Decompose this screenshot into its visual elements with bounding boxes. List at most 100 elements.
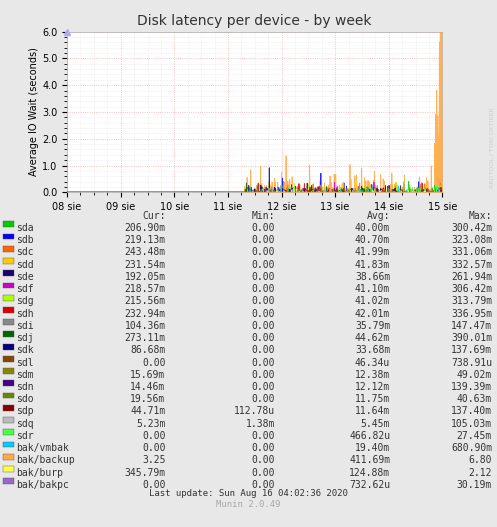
Text: 41.10m: 41.10m [355, 284, 390, 294]
Text: sdi: sdi [16, 321, 34, 331]
Text: 0.00: 0.00 [252, 260, 275, 270]
Text: 0.00: 0.00 [252, 284, 275, 294]
Text: 19.56m: 19.56m [130, 394, 166, 404]
Text: 1.38m: 1.38m [246, 418, 275, 428]
Text: 332.57m: 332.57m [451, 260, 492, 270]
Text: 206.90m: 206.90m [124, 223, 166, 233]
Text: 0.00: 0.00 [252, 443, 275, 453]
Text: 0.00: 0.00 [252, 431, 275, 441]
Text: sde: sde [16, 272, 34, 282]
Text: 11.75m: 11.75m [355, 394, 390, 404]
Text: 313.79m: 313.79m [451, 296, 492, 306]
Text: Avg:: Avg: [367, 211, 390, 221]
Text: 38.66m: 38.66m [355, 272, 390, 282]
Text: 147.47m: 147.47m [451, 321, 492, 331]
Text: 331.06m: 331.06m [451, 248, 492, 258]
Text: sdg: sdg [16, 296, 34, 306]
Text: 390.01m: 390.01m [451, 333, 492, 343]
Text: 112.78u: 112.78u [234, 406, 275, 416]
Text: 3.25: 3.25 [142, 455, 166, 465]
Text: bak/bakpc: bak/bakpc [16, 480, 69, 490]
Text: 12.12m: 12.12m [355, 382, 390, 392]
Text: 0.00: 0.00 [252, 235, 275, 245]
Text: 11.64m: 11.64m [355, 406, 390, 416]
Text: 0.00: 0.00 [252, 394, 275, 404]
Text: 323.08m: 323.08m [451, 235, 492, 245]
Text: 5.45m: 5.45m [361, 418, 390, 428]
Text: 0.00: 0.00 [252, 370, 275, 380]
Text: sda: sda [16, 223, 34, 233]
Text: 41.02m: 41.02m [355, 296, 390, 306]
Text: 86.68m: 86.68m [130, 345, 166, 355]
Text: sdp: sdp [16, 406, 34, 416]
Text: 0.00: 0.00 [252, 309, 275, 319]
Text: 273.11m: 273.11m [124, 333, 166, 343]
Text: sdj: sdj [16, 333, 34, 343]
Text: 41.99m: 41.99m [355, 248, 390, 258]
Text: 105.03m: 105.03m [451, 418, 492, 428]
Text: 0.00: 0.00 [252, 333, 275, 343]
Text: 192.05m: 192.05m [124, 272, 166, 282]
Text: 0.00: 0.00 [252, 223, 275, 233]
Text: 261.94m: 261.94m [451, 272, 492, 282]
Text: 14.46m: 14.46m [130, 382, 166, 392]
Text: 49.02m: 49.02m [457, 370, 492, 380]
Text: 137.69m: 137.69m [451, 345, 492, 355]
Text: 0.00: 0.00 [252, 480, 275, 490]
Text: 306.42m: 306.42m [451, 284, 492, 294]
Text: 0.00: 0.00 [252, 345, 275, 355]
Text: 466.82u: 466.82u [349, 431, 390, 441]
Text: bak/vmbak: bak/vmbak [16, 443, 69, 453]
Text: 40.63m: 40.63m [457, 394, 492, 404]
Text: 345.79m: 345.79m [124, 467, 166, 477]
Text: 41.83m: 41.83m [355, 260, 390, 270]
Text: Min:: Min: [252, 211, 275, 221]
Text: 12.38m: 12.38m [355, 370, 390, 380]
Text: 0.00: 0.00 [252, 272, 275, 282]
Text: sdb: sdb [16, 235, 34, 245]
Text: RRDTOOL / TOBI OETIKER: RRDTOOL / TOBI OETIKER [490, 107, 495, 188]
Text: 300.42m: 300.42m [451, 223, 492, 233]
Text: 215.56m: 215.56m [124, 296, 166, 306]
Text: 336.95m: 336.95m [451, 309, 492, 319]
Y-axis label: Average IO Wait (seconds): Average IO Wait (seconds) [29, 47, 39, 177]
Text: 232.94m: 232.94m [124, 309, 166, 319]
Text: sdl: sdl [16, 357, 34, 367]
Text: 139.39m: 139.39m [451, 382, 492, 392]
Text: Max:: Max: [469, 211, 492, 221]
Text: 5.23m: 5.23m [136, 418, 166, 428]
Text: 411.69m: 411.69m [349, 455, 390, 465]
Text: 0.00: 0.00 [252, 455, 275, 465]
Text: 0.00: 0.00 [252, 248, 275, 258]
Text: 27.45m: 27.45m [457, 431, 492, 441]
Title: Disk latency per device - by week: Disk latency per device - by week [138, 14, 372, 28]
Text: 0.00: 0.00 [142, 431, 166, 441]
Text: 44.71m: 44.71m [130, 406, 166, 416]
Text: sdf: sdf [16, 284, 34, 294]
Text: sdk: sdk [16, 345, 34, 355]
Text: 19.40m: 19.40m [355, 443, 390, 453]
Text: 738.91u: 738.91u [451, 357, 492, 367]
Text: 0.00: 0.00 [252, 467, 275, 477]
Text: 0.00: 0.00 [142, 443, 166, 453]
Text: 124.88m: 124.88m [349, 467, 390, 477]
Text: 35.79m: 35.79m [355, 321, 390, 331]
Text: 219.13m: 219.13m [124, 235, 166, 245]
Text: 40.00m: 40.00m [355, 223, 390, 233]
Text: sdd: sdd [16, 260, 34, 270]
Text: 218.57m: 218.57m [124, 284, 166, 294]
Text: 0.00: 0.00 [252, 357, 275, 367]
Text: sdo: sdo [16, 394, 34, 404]
Text: sdq: sdq [16, 418, 34, 428]
Text: 0.00: 0.00 [142, 480, 166, 490]
Text: 732.62u: 732.62u [349, 480, 390, 490]
Text: sdn: sdn [16, 382, 34, 392]
Text: 137.40m: 137.40m [451, 406, 492, 416]
Text: sdh: sdh [16, 309, 34, 319]
Text: 42.01m: 42.01m [355, 309, 390, 319]
Text: bak/burp: bak/burp [16, 467, 64, 477]
Text: Munin 2.0.49: Munin 2.0.49 [216, 500, 281, 509]
Text: 15.69m: 15.69m [130, 370, 166, 380]
Text: 680.90m: 680.90m [451, 443, 492, 453]
Text: sdc: sdc [16, 248, 34, 258]
